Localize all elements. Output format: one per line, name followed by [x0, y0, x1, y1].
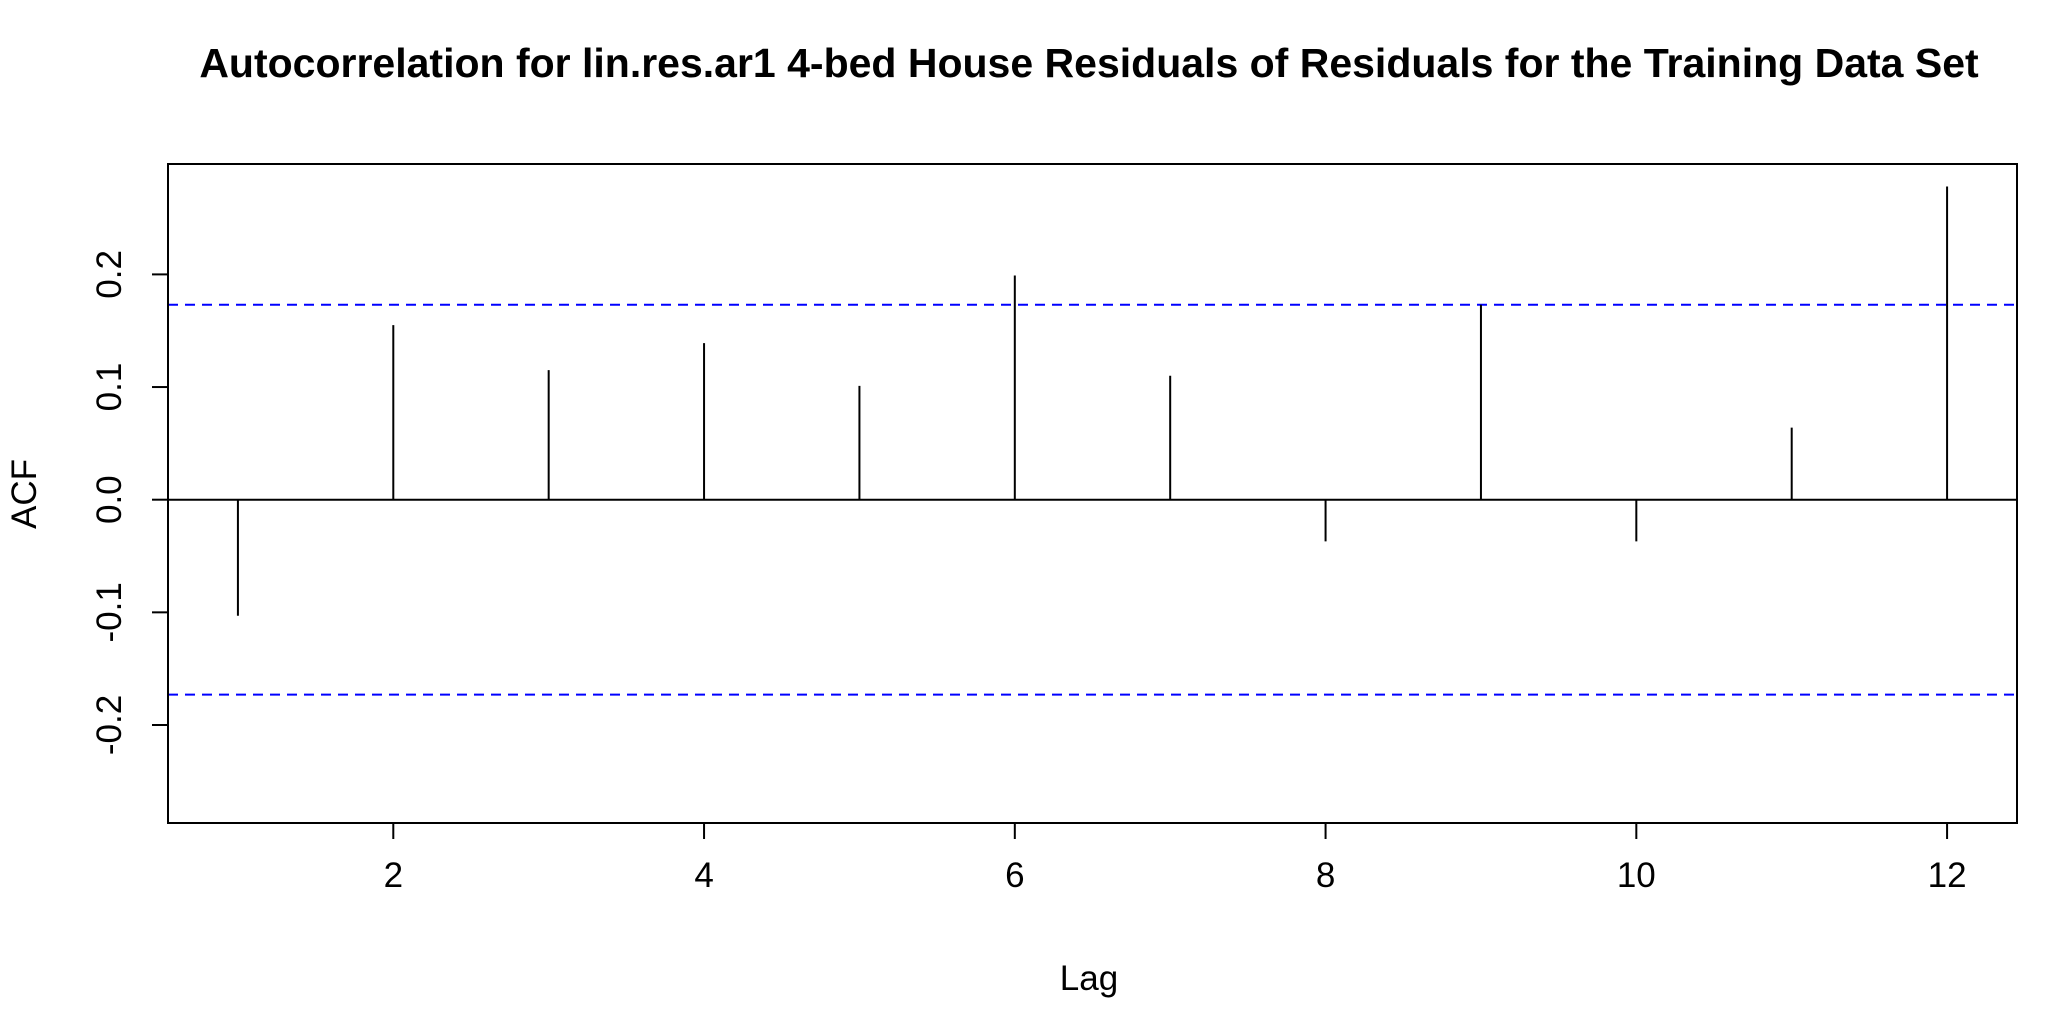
x-tick-label: 6	[1005, 856, 1024, 895]
acf-bars	[236, 186, 1949, 616]
y-tick-label: 0.2	[90, 250, 129, 299]
x-tick-label: 2	[384, 856, 403, 895]
x-axis: 2 4 6 8 10 12	[384, 822, 1967, 895]
y-axis: -0.2 -0.1 0.0 0.1 0.2	[90, 250, 169, 755]
x-tick-label: 4	[694, 856, 713, 895]
confidence-bounds	[168, 303, 2017, 696]
plot-frame	[167, 163, 2018, 824]
y-tick-label: -0.2	[90, 695, 129, 755]
y-tick-label: -0.1	[90, 582, 129, 642]
y-tick-label: 0.1	[90, 363, 129, 412]
chart-title: Autocorrelation for lin.res.ar1 4-bed Ho…	[199, 40, 1979, 86]
y-axis-label: ACF	[5, 459, 44, 529]
x-axis-label: Lag	[1060, 959, 1118, 998]
x-tick-label: 10	[1617, 856, 1656, 895]
y-tick-label: 0.0	[90, 475, 129, 524]
x-tick-label: 12	[1928, 856, 1967, 895]
x-tick-label: 8	[1316, 856, 1335, 895]
